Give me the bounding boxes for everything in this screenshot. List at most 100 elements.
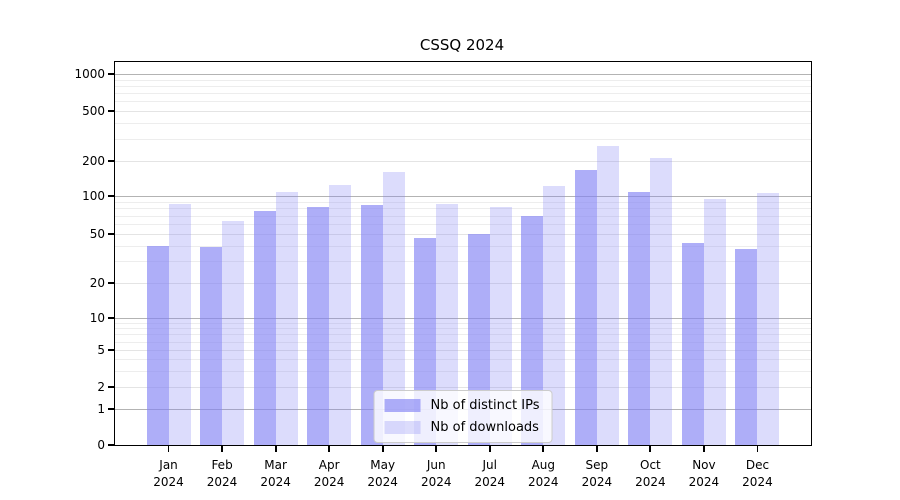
y-axis-tick-label: 1000: [74, 67, 105, 81]
bar-distinct-ips: [146, 245, 169, 445]
x-axis-tick-mark: [328, 446, 331, 452]
gridline: [115, 201, 811, 203]
bar-downloads: [596, 145, 619, 445]
gridline: [115, 245, 811, 247]
x-axis-tick-label: Sep 2024: [581, 458, 613, 489]
x-axis-tick-mark: [167, 446, 170, 452]
x-axis-tick-label: May 2024: [367, 458, 398, 489]
gridline: [115, 111, 811, 112]
x-axis-tick-mark: [221, 446, 223, 452]
x-axis-tick-label: Apr 2024: [313, 458, 345, 489]
gridline: [115, 215, 811, 217]
y-axis-tick-mark: [108, 408, 114, 410]
x-axis-tick-mark: [542, 446, 545, 452]
chart-title: CSSQ 2024: [419, 36, 505, 54]
gridline: [115, 370, 811, 372]
y-axis-tick-mark: [108, 73, 114, 75]
plot-area: 0 1 2 5 10 20 50 100 200 500 1000 Jan 2024 Feb 2024 M…: [74, 61, 812, 489]
x-axis-tick-mark: [435, 446, 438, 452]
y-axis-tick-label: 1: [97, 402, 105, 416]
x-axis-tick-label: Mar 2024: [260, 458, 291, 489]
y-axis-tick-mark: [108, 444, 114, 446]
x-axis-tick-label: Jun 2024: [420, 458, 452, 489]
x-axis-tick-label: Oct 2024: [635, 458, 666, 489]
y-axis-tick-mark: [108, 195, 114, 197]
gridline: [115, 318, 811, 319]
bar-downloads: [543, 185, 566, 445]
bar-distinct-ips: [628, 192, 651, 445]
y-axis-tick-mark: [108, 317, 114, 319]
legend-label: Nb of downloads: [430, 420, 539, 435]
gridline: [115, 85, 811, 87]
legend-item: Nb of downloads: [384, 420, 540, 435]
y-axis-tick-label: 200: [82, 154, 105, 168]
gridline: [115, 328, 811, 330]
x-axis-tick-mark: [381, 446, 384, 452]
gridline: [115, 196, 811, 197]
x-axis-tick-label: Aug 2024: [528, 458, 559, 489]
legend-swatch-downloads: [384, 421, 421, 434]
y-axis-tick-label: 2: [97, 380, 105, 394]
y-axis-tick-label: 500: [82, 104, 105, 118]
legend-item: Nb of distinct IPs: [384, 398, 540, 413]
x-axis-tick-label: Jul 2024: [474, 458, 506, 489]
bar-downloads: [703, 198, 726, 445]
gridline: [115, 322, 811, 324]
bar-downloads: [275, 192, 298, 445]
bar-downloads: [650, 158, 673, 445]
x-axis-tick-label: Nov 2024: [688, 458, 720, 489]
gridline: [115, 93, 811, 95]
y-axis-tick-label: 20: [89, 276, 105, 290]
y-axis-tick-mark: [108, 386, 114, 388]
x-axis-tick-mark: [595, 446, 598, 452]
gridline: [115, 350, 811, 351]
bar-distinct-ips: [574, 170, 597, 445]
y-axis-tick-label: 5: [97, 343, 105, 357]
bar-downloads: [329, 185, 352, 445]
gridline: [115, 341, 811, 343]
y-axis-tick-label: 0: [97, 438, 105, 452]
x-axis-tick-mark: [649, 446, 652, 452]
bar-distinct-ips: [253, 211, 276, 445]
x-axis-tick-label: Feb 2024: [206, 458, 238, 489]
gridline: [115, 261, 811, 263]
gridline: [115, 74, 811, 75]
bar-distinct-ips: [735, 248, 758, 445]
bar-distinct-ips: [681, 243, 704, 445]
bar-distinct-ips: [307, 206, 330, 445]
gridline: [115, 101, 811, 103]
bar-distinct-ips: [200, 247, 223, 445]
gridline: [115, 79, 811, 81]
x-axis-tick-mark: [488, 446, 491, 452]
x-axis-tick-label: Dec 2024: [742, 458, 773, 489]
gridline: [115, 359, 811, 360]
bar-downloads: [489, 206, 512, 445]
bar-distinct-ips: [360, 204, 383, 445]
bar-distinct-ips: [521, 215, 544, 445]
y-axis-tick-label: 100: [82, 189, 105, 203]
x-axis-tick-mark: [703, 446, 705, 452]
gridline: [115, 224, 811, 225]
gridline: [115, 138, 811, 140]
y-axis-tick-mark: [108, 110, 114, 112]
bar-downloads: [168, 204, 191, 445]
gridline: [115, 387, 811, 388]
y-axis-tick-mark: [108, 349, 114, 351]
gridline: [115, 208, 811, 210]
y-axis-tick-label: 50: [89, 227, 105, 241]
x-axis-tick-label: Jan 2024: [153, 458, 184, 489]
gridline: [115, 161, 811, 162]
bar-downloads: [436, 204, 459, 445]
y-axis-tick-mark: [108, 233, 114, 235]
legend-swatch-distinct-ips: [384, 399, 421, 412]
bar-downloads: [222, 221, 245, 445]
gridline: [115, 334, 811, 336]
legend: Nb of distinct IPs Nb of downloads: [373, 390, 553, 443]
y-axis-tick-mark: [108, 160, 114, 162]
x-axis-tick-mark: [756, 446, 759, 452]
legend-label: Nb of distinct IPs: [430, 398, 540, 413]
x-axis-tick-mark: [274, 446, 277, 452]
y-axis-tick-mark: [108, 282, 114, 284]
bar-downloads: [757, 193, 780, 445]
